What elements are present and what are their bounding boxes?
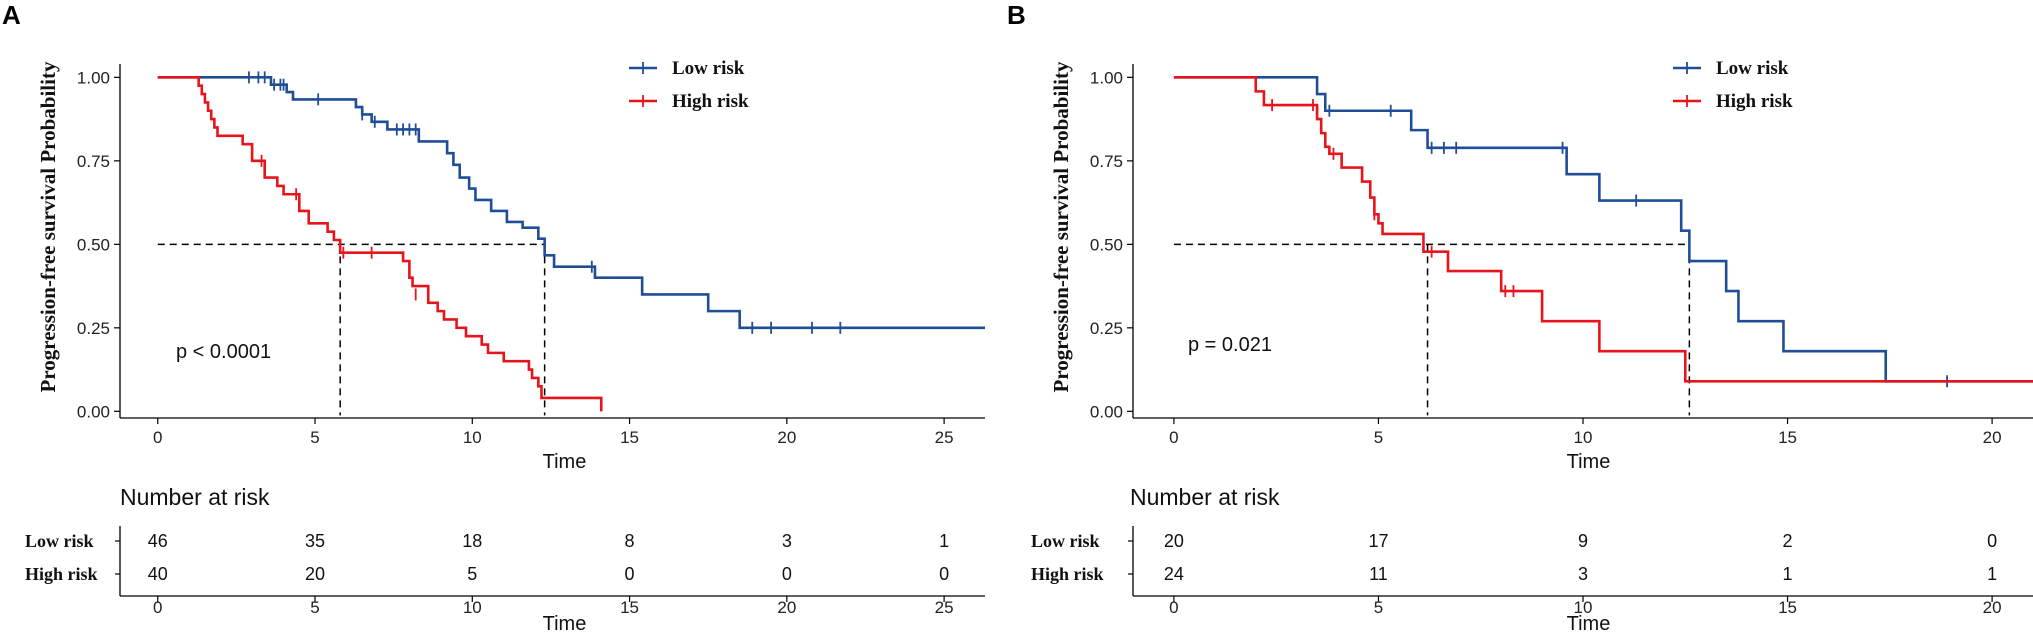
x-tick-label: 25: [935, 428, 954, 447]
panel-label: A: [2, 0, 21, 30]
x-tick-label: 15: [1778, 428, 1797, 447]
risk-table: Number at risk Low risk 46 35 18 8 3 1 High risk…: [25, 484, 985, 635]
risk-x-tick-label: 15: [620, 598, 639, 617]
y-tick-label: 0.00: [1090, 402, 1123, 421]
risk-row-label: Low risk: [1031, 531, 1100, 551]
risk-x-tick-label: 0: [153, 598, 162, 617]
x-axis-title: Time: [543, 451, 587, 473]
x-tick-label: 0: [1169, 428, 1178, 447]
panel-label: B: [1007, 0, 1026, 30]
risk-count-cell: 9: [1578, 531, 1588, 551]
legend-label-high-risk: High risk: [1716, 91, 1793, 112]
risk-count-cell: 17: [1368, 531, 1388, 551]
legend-label-high-risk: High risk: [672, 91, 749, 112]
panel-a: A 0.000.250.500.751.000 5 10 15 20 25TimeProg…: [2, 0, 985, 635]
risk-count-cell: 24: [1164, 564, 1184, 584]
risk-count-cell: 0: [1987, 531, 1997, 551]
risk-count-cell: 0: [939, 564, 949, 584]
risk-count-cell: 18: [462, 531, 482, 551]
risk-count-cell: 40: [148, 564, 168, 584]
risk-count-cell: 1: [1783, 564, 1793, 584]
survival-curve-high-risk: [157, 76, 603, 412]
risk-count-cell: 3: [1578, 564, 1588, 584]
y-tick-label: 0.25: [77, 319, 110, 338]
y-tick-label: 0.50: [77, 235, 110, 254]
risk-count-cell: 1: [939, 531, 949, 551]
risk-table-title: Number at risk: [120, 484, 270, 510]
risk-count-cell: 11: [1369, 564, 1388, 584]
risk-count-cell: 1: [1987, 564, 1997, 584]
x-axis-title: Time: [1567, 451, 1611, 473]
y-tick-label: 0.75: [1090, 152, 1123, 171]
risk-x-tick-label: 5: [310, 598, 319, 617]
x-tick-label: 20: [1983, 428, 2002, 447]
x-tick-label: 5: [1374, 428, 1383, 447]
survival-curve-low-risk: [1173, 76, 2033, 383]
x-tick-label: 10: [463, 428, 482, 447]
risk-x-tick-label: 10: [463, 598, 482, 617]
risk-row-label: Low risk: [25, 531, 94, 551]
survival-curve-low-risk: [157, 76, 985, 330]
y-axis-title: Progression-free survival Probability: [1049, 61, 1073, 392]
x-tick-label: 20: [777, 428, 796, 447]
risk-x-axis-title: Time: [1567, 613, 1611, 635]
y-tick-label: 0.00: [77, 402, 110, 421]
risk-x-tick-label: 15: [1778, 598, 1797, 617]
x-tick-label: 0: [153, 428, 162, 447]
y-tick-label: 0.25: [1090, 319, 1123, 338]
risk-x-axis-title: Time: [543, 613, 587, 635]
risk-count-cell: 5: [467, 564, 477, 584]
legend-label-low-risk: Low risk: [672, 58, 745, 79]
risk-x-tick-label: 5: [1374, 598, 1383, 617]
legend-label-low-risk: Low risk: [1716, 58, 1789, 79]
risk-x-tick-label: 20: [777, 598, 796, 617]
risk-table-title: Number at risk: [1130, 484, 1280, 510]
km-plot: 0.00 0.25 0.50 0.75 1.00 0 5 10 15 20 25 Time Progre…: [36, 58, 985, 473]
y-tick-label: 1.00: [77, 68, 110, 87]
x-tick-label: 5: [310, 428, 319, 447]
risk-count-cell: 3: [782, 531, 792, 551]
panel-b: B 0.000.250.500.751.000 5 10 15 20TimeProgre…: [1007, 0, 2033, 635]
y-tick-label: 0.50: [1090, 235, 1123, 254]
risk-count-cell: 20: [1164, 531, 1184, 551]
p-value-annotation: p < 0.0001: [176, 341, 271, 363]
risk-count-cell: 35: [305, 531, 325, 551]
y-tick-label: 0.75: [77, 152, 110, 171]
p-value-annotation: p = 0.021: [1188, 334, 1272, 356]
risk-count-cell: 46: [148, 531, 168, 551]
risk-x-tick-label: 10: [1574, 598, 1593, 617]
risk-count-cell: 0: [782, 564, 792, 584]
x-tick-label: 15: [620, 428, 639, 447]
risk-count-cell: 8: [625, 531, 635, 551]
risk-x-tick-label: 0: [1169, 598, 1178, 617]
y-axis-title: Progression-free survival Probability: [36, 61, 60, 392]
risk-row-label: High risk: [1031, 564, 1104, 584]
risk-count-cell: 0: [625, 564, 635, 584]
x-tick-label: 10: [1574, 428, 1593, 447]
y-tick-label: 1.00: [1090, 68, 1123, 87]
survival-curve-high-risk: [1173, 76, 2033, 383]
risk-count-cell: 20: [305, 564, 325, 584]
risk-x-tick-label: 20: [1983, 598, 2002, 617]
km-plot: 0.00 0.25 0.50 0.75 1.00 0 5 10 15 20 Time Progress…: [1049, 58, 2033, 473]
risk-row-label: High risk: [25, 564, 98, 584]
risk-x-tick-label: 25: [935, 598, 954, 617]
risk-count-cell: 2: [1783, 531, 1793, 551]
